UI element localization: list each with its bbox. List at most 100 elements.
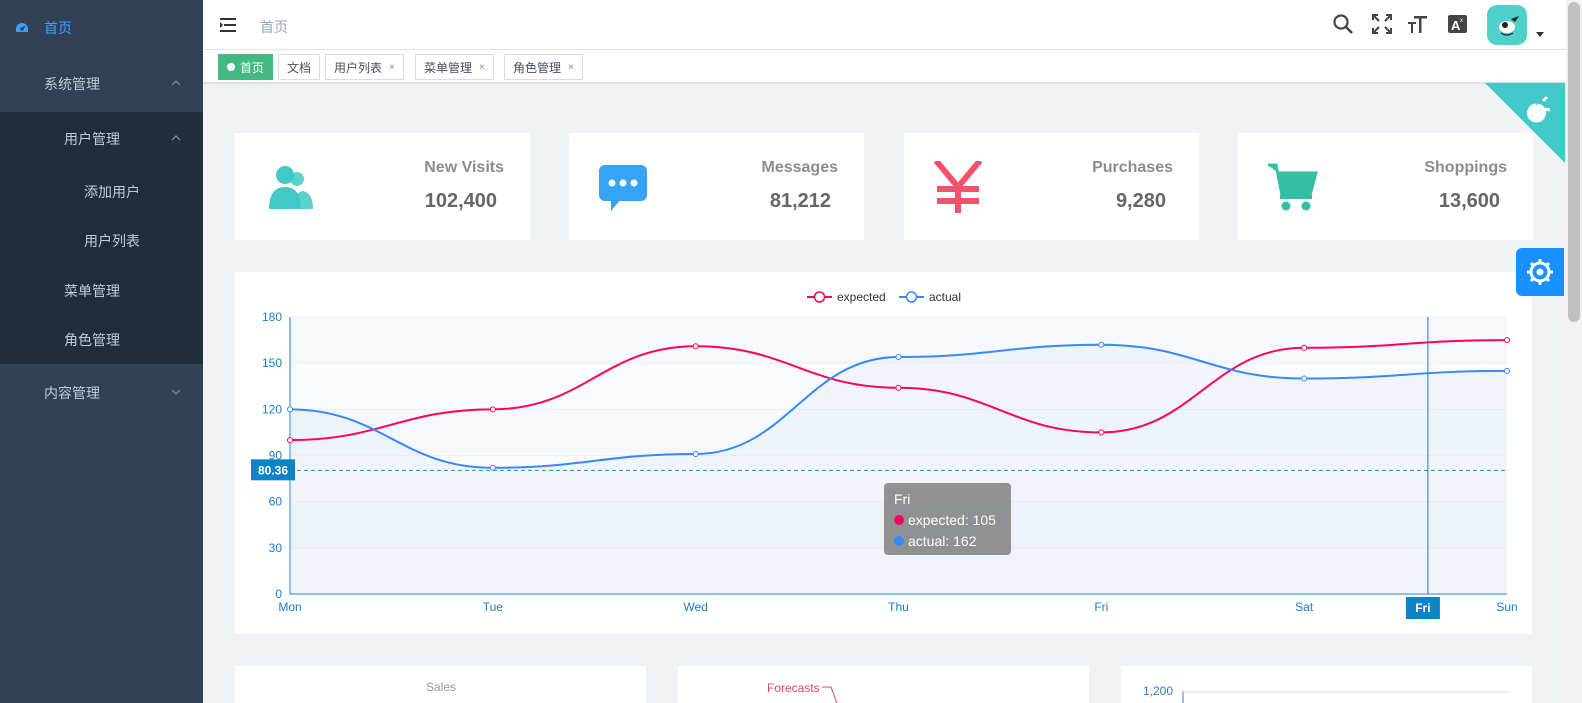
- sidebar-item-label: 用户管理: [64, 131, 120, 147]
- y-tick-label: 0: [275, 587, 282, 601]
- data-point-expected: [1301, 344, 1308, 351]
- panel-purchases[interactable]: Purchases 9,280: [904, 133, 1199, 240]
- sidebar: 首页 系统管理 用户管理 添加用户 用户列表 菜单管理 角色管理 内容管理: [0, 0, 203, 703]
- x-tick-label: Sun: [1496, 600, 1517, 614]
- data-point-actual: [1098, 341, 1105, 348]
- axis-pointer-y-badge: [251, 459, 295, 481]
- tag-menu-mgmt[interactable]: 菜单管理 ×: [415, 54, 494, 80]
- settings-button[interactable]: [1516, 248, 1564, 296]
- data-point-expected: [1504, 337, 1510, 344]
- series-dot-icon: [894, 536, 904, 546]
- tooltip-line: actual: 162: [908, 533, 977, 549]
- legend-label-expected: expected: [837, 290, 886, 304]
- panel-label: Messages: [761, 159, 839, 176]
- panel-new-visits[interactable]: New Visits 102,400: [235, 133, 530, 240]
- tag-docs[interactable]: 文档: [278, 54, 321, 80]
- data-point-actual: [287, 406, 293, 413]
- sidebar-item-content[interactable]: 内容管理: [0, 373, 203, 413]
- sidebar-item-label: 系统管理: [44, 76, 100, 92]
- grid-band: [290, 547, 1507, 594]
- panel-label: Shoppings: [1424, 159, 1507, 176]
- breadcrumb: 首页: [260, 19, 288, 35]
- scrollbar-thumb[interactable]: [1568, 2, 1580, 322]
- close-icon[interactable]: ×: [568, 61, 574, 73]
- panel-shoppings[interactable]: Shoppings 13,600: [1238, 133, 1533, 240]
- tag-home[interactable]: 首页: [218, 54, 274, 80]
- gear-icon: [1527, 259, 1553, 285]
- chevron-up-icon: [171, 80, 181, 86]
- peoples-icon: [269, 166, 313, 209]
- sidebar-item-user-mgmt[interactable]: 用户管理: [0, 119, 203, 159]
- sidebar-item-home[interactable]: 首页: [0, 8, 203, 48]
- pie-chart-title: Sales: [426, 680, 457, 694]
- x-tick-label: Mon: [278, 600, 301, 614]
- message-icon: [599, 165, 647, 211]
- chart-tooltip: Fri expected: 105 actual: 162: [884, 483, 1011, 555]
- bar-chart-card: 1,200: [1121, 666, 1532, 703]
- search-icon[interactable]: [1332, 13, 1354, 35]
- tooltip-line: expected: 105: [908, 512, 996, 528]
- x-tick-label: Sat: [1295, 600, 1314, 614]
- data-point-expected: [287, 437, 293, 444]
- panel-label: New Visits: [424, 159, 504, 176]
- tooltip-title: Fri: [894, 491, 911, 507]
- hamburger-icon[interactable]: [219, 16, 237, 34]
- panel-value: 81,212: [769, 190, 831, 212]
- tag-label: 首页: [240, 60, 265, 75]
- fullscreen-icon[interactable]: [1371, 13, 1393, 35]
- sidebar-item-role-mgmt[interactable]: 角色管理: [0, 320, 203, 360]
- panel-value: 13,600: [1438, 190, 1500, 212]
- github-corner-icon[interactable]: [1485, 83, 1565, 163]
- panel-value: 102,400: [424, 190, 497, 212]
- panel-messages[interactable]: Messages 81,212: [569, 133, 864, 240]
- bar-chart-axis: [1182, 691, 1509, 703]
- legend-marker-expected: [813, 291, 826, 303]
- line-chart-svg: 0 30 60 90 120 150 180 Mon Tue Wed Thu Fri Sat Sun 80.…: [251, 290, 1518, 619]
- data-point-expected: [895, 384, 902, 391]
- x-tick-label: Thu: [888, 600, 909, 614]
- y-tick-label: 30: [269, 541, 283, 555]
- tag-label: 菜单管理: [424, 60, 473, 75]
- axis-pointer-x-badge: [1405, 597, 1440, 619]
- svg-text:x: x: [1460, 18, 1463, 24]
- y-tick-label: 120: [262, 402, 282, 416]
- radar-chart-card: Forecasts: [678, 666, 1089, 703]
- tags-view: 首页 文档 用户列表 × 菜单管理 × 角色管理 ×: [203, 50, 1568, 83]
- sidebar-item-user-list[interactable]: 用户列表: [0, 221, 203, 261]
- x-tick-label: Fri: [1094, 600, 1108, 614]
- y-tick-label: 90: [269, 449, 283, 463]
- dashboard-icon: [16, 23, 28, 32]
- sidebar-item-system[interactable]: 系统管理: [0, 64, 203, 104]
- data-point-actual: [895, 354, 902, 361]
- panel-value: 9,280: [1115, 190, 1166, 212]
- tag-user-list[interactable]: 用户列表 ×: [325, 54, 404, 80]
- data-point-actual: [1504, 367, 1510, 374]
- legend-label-actual: actual: [929, 290, 961, 304]
- data-point-expected: [1098, 429, 1105, 436]
- tag-role-mgmt[interactable]: 角色管理 ×: [504, 54, 583, 80]
- data-point-actual: [692, 450, 699, 457]
- shopping-cart-icon: [1268, 163, 1318, 211]
- sidebar-item-label: 菜单管理: [64, 283, 120, 299]
- close-icon[interactable]: ×: [389, 61, 395, 73]
- series-area: [290, 344, 1507, 594]
- avatar[interactable]: [1487, 5, 1527, 45]
- y-tick-label: 180: [262, 310, 282, 324]
- sidebar-item-label: 添加用户: [84, 184, 140, 200]
- bar-chart-tick: 1,200: [1143, 684, 1174, 698]
- data-point-expected: [692, 343, 699, 350]
- close-icon[interactable]: ×: [479, 61, 485, 73]
- font-size-icon[interactable]: [1407, 13, 1429, 35]
- sidebar-item-add-user[interactable]: 添加用户: [0, 172, 203, 212]
- y-tick-label: 150: [262, 356, 282, 370]
- caret-down-icon[interactable]: [1536, 32, 1544, 38]
- legend-marker-actual: [905, 291, 918, 303]
- avatar-image-icon: [1499, 16, 1519, 36]
- tag-label: 文档: [287, 60, 312, 75]
- data-point-actual: [1301, 375, 1308, 382]
- line-chart: 0 30 60 90 120 150 180 Mon Tue Wed Thu Fri Sat Sun 80.…: [235, 272, 1532, 634]
- chevron-up-icon: [171, 135, 181, 141]
- sidebar-item-menu-mgmt[interactable]: 菜单管理: [0, 271, 203, 311]
